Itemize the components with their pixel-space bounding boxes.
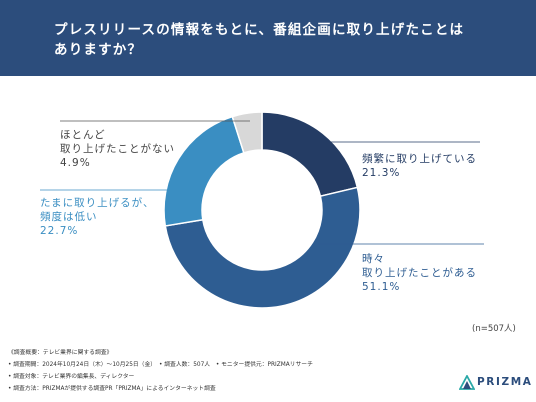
label-rarely-name-2: 頻度は低い [40, 211, 98, 223]
survey-method: • 調査方法：PRIZMAが提供する調査PR「PRIZMA」によるインターネット… [8, 386, 216, 392]
survey-heading: 《調査概要：テレビ業界に関する調査》 [8, 350, 113, 356]
slice-almost-never [231, 111, 263, 154]
title-line-2: ありますか？ [54, 42, 143, 58]
label-rarely-name-1: たまに取り上げるが、 [40, 197, 155, 209]
logo-text: PRIZMA [477, 376, 533, 388]
slice-frequent [261, 111, 359, 198]
label-almost-never: ほとんど 取り上げたことがない 4.9% [60, 128, 175, 170]
page-title: プレスリリースの情報をもとに、番組企画に取り上げたことは ありますか？ [54, 20, 494, 60]
label-almost-never-name-2: 取り上げたことがない [60, 143, 175, 155]
label-frequent-name: 頻繁に取り上げている [362, 153, 477, 165]
survey-period: • 調査期間：2024年10月24日（木）～10月25日（金） • 調査人数：5… [8, 362, 313, 368]
label-rarely-value: 22.7% [40, 225, 79, 237]
header-banner [0, 0, 536, 76]
label-almost-never-name-1: ほとんど [60, 129, 106, 141]
label-sometimes-name-1: 時々 [362, 253, 385, 265]
title-line-1: プレスリリースの情報をもとに、番組企画に取り上げたことは [54, 22, 465, 38]
label-almost-never-value: 4.9% [60, 157, 91, 169]
label-sometimes-value: 51.1% [362, 281, 401, 293]
label-frequent-value: 21.3% [362, 167, 401, 179]
label-rarely: たまに取り上げるが、 頻度は低い 22.7% [40, 196, 154, 238]
label-sometimes: 時々 取り上げたことがある 51.1% [362, 252, 477, 294]
sample-size: (n=507人) [472, 324, 516, 334]
prizma-mountain-icon [459, 375, 475, 390]
survey-target: • 調査対象：テレビ業界の編集長、ディレクター [8, 374, 135, 380]
label-sometimes-name-2: 取り上げたことがある [362, 267, 477, 279]
slice-rarely [163, 115, 245, 227]
slice-sometimes [164, 186, 361, 309]
prizma-logo: PRIZMA [459, 374, 533, 394]
label-frequent: 頻繁に取り上げている 21.3% [362, 152, 477, 180]
